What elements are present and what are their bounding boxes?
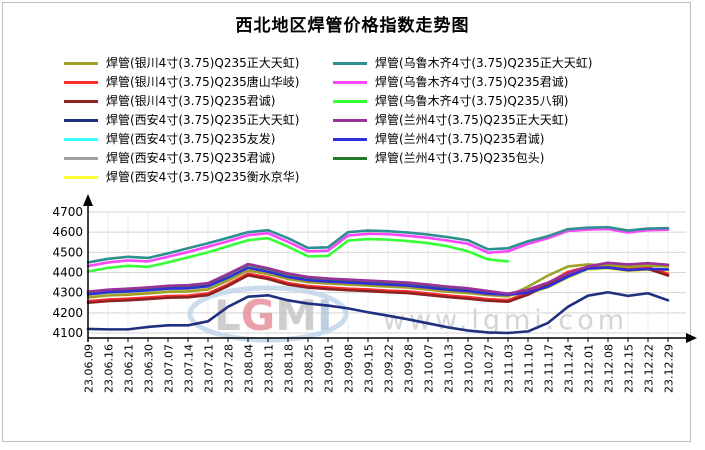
legend-swatch <box>333 157 367 160</box>
legend-label: 焊管(西安4寸(3.75)Q235友发) <box>106 132 276 146</box>
legend-item: 焊管(乌鲁木齐4寸(3.75)Q235君诚) <box>333 73 592 92</box>
legend-label: 焊管(兰州4寸(3.75)Q235正大天虹) <box>375 113 569 127</box>
chart-title: 西北地区焊管价格指数走势图 <box>235 16 470 36</box>
legend-swatch <box>333 119 367 122</box>
legend-label: 焊管(乌鲁木齐4寸(3.75)Q235八钢) <box>375 94 569 108</box>
legend-item: 焊管(西安4寸(3.75)Q235衡水京华) <box>64 168 299 187</box>
legend-item: 焊管(乌鲁木齐4寸(3.75)Q235八钢) <box>333 92 592 111</box>
legend-column-right: 焊管(乌鲁木齐4寸(3.75)Q235正大天虹) 焊管(乌鲁木齐4寸(3.75)Q… <box>333 54 592 168</box>
legend-label: 焊管(银川4寸(3.75)Q235君诚) <box>106 94 276 108</box>
legend-swatch <box>64 100 98 103</box>
legend-item: 焊管(西安4寸(3.75)Q235君诚) <box>64 149 299 168</box>
legend-swatch <box>64 81 98 84</box>
legend-label: 焊管(兰州4寸(3.75)Q235包头) <box>375 151 545 165</box>
legend-swatch <box>333 138 367 141</box>
legend-item: 焊管(西安4寸(3.75)Q235正大天虹) <box>64 111 299 130</box>
legend-item: 焊管(乌鲁木齐4寸(3.75)Q235正大天虹) <box>333 54 592 73</box>
legend-item: 焊管(兰州4寸(3.75)Q235正大天虹) <box>333 111 592 130</box>
legend-label: 焊管(西安4寸(3.75)Q235衡水京华) <box>106 170 300 184</box>
legend-item: 焊管(西安4寸(3.75)Q235友发) <box>64 130 299 149</box>
legend-label: 焊管(乌鲁木齐4寸(3.75)Q235正大天虹) <box>375 56 593 70</box>
legend-label: 焊管(银川4寸(3.75)Q235正大天虹) <box>106 56 300 70</box>
legend-swatch <box>64 138 98 141</box>
legend-item: 焊管(兰州4寸(3.75)Q235包头) <box>333 149 592 168</box>
legend-item: 焊管(兰州4寸(3.75)Q235君诚) <box>333 130 592 149</box>
legend-item: 焊管(银川4寸(3.75)Q235君诚) <box>64 92 299 111</box>
legend-item: 焊管(银川4寸(3.75)Q235唐山华岐) <box>64 73 299 92</box>
legend-swatch <box>333 100 367 103</box>
legend-swatch <box>333 81 367 84</box>
legend-column-left: 焊管(银川4寸(3.75)Q235正大天虹) 焊管(银川4寸(3.75)Q235唐… <box>64 54 299 187</box>
legend-swatch <box>64 62 98 65</box>
legend-swatch <box>64 176 98 179</box>
legend-swatch <box>333 62 367 65</box>
legend-item: 焊管(银川4寸(3.75)Q235正大天虹) <box>64 54 299 73</box>
legend-label: 焊管(西安4寸(3.75)Q235正大天虹) <box>106 113 300 127</box>
legend-label: 焊管(兰州4寸(3.75)Q235君诚) <box>375 132 545 146</box>
legend-label: 焊管(乌鲁木齐4寸(3.75)Q235君诚) <box>375 75 569 89</box>
legend-swatch <box>64 119 98 122</box>
legend-swatch <box>64 157 98 160</box>
legend-label: 焊管(银川4寸(3.75)Q235唐山华岐) <box>106 75 300 89</box>
legend-label: 焊管(西安4寸(3.75)Q235君诚) <box>106 151 276 165</box>
image-border <box>2 2 691 442</box>
